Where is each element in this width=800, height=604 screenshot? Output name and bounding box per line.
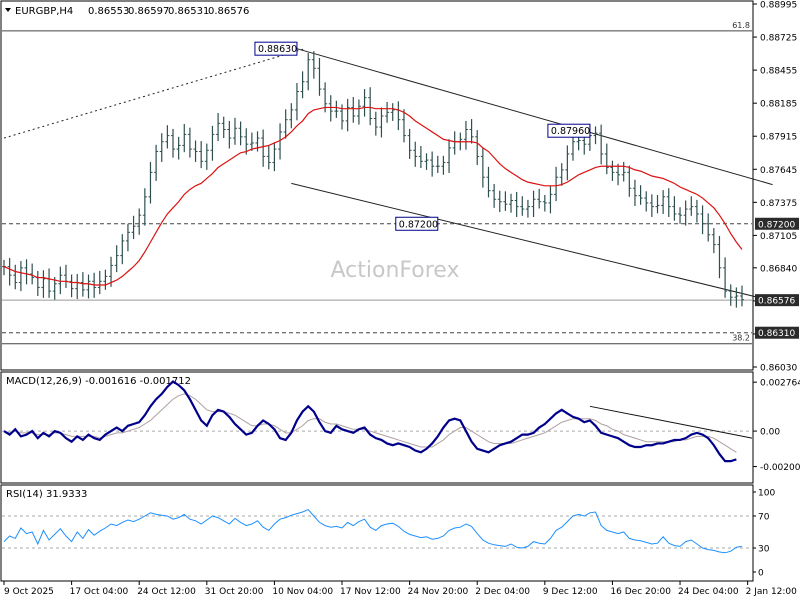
time-tick-label: 24 Dec 04:00 xyxy=(678,587,739,597)
rsi-label: RSI(14) 31.9333 xyxy=(6,489,87,500)
macd-tick-label: 0.002764 xyxy=(760,379,800,389)
time-tick-label: 24 Nov 20:00 xyxy=(408,587,469,597)
time-tick-label: 17 Oct 04:00 xyxy=(70,587,129,597)
macd-signal-line xyxy=(3,393,737,453)
price-tick-label: 0.88995 xyxy=(760,1,797,11)
price-marker-box xyxy=(254,41,298,56)
symbol-timeframe-label: EURGBP,H4 xyxy=(15,6,73,17)
time-tick-label: 24 Oct 12:00 xyxy=(137,587,196,597)
price-marker-box xyxy=(547,123,591,138)
time-tick-label: 10 Nov 04:00 xyxy=(272,587,333,597)
price-marker-box xyxy=(395,216,439,231)
reference-lines xyxy=(2,3,757,585)
ohlc-open: 0.86553 xyxy=(88,6,129,17)
rsi-tick-label: 70 xyxy=(758,513,770,523)
rsi-line xyxy=(3,508,743,554)
rsi-tick-label: 30 xyxy=(758,545,770,555)
time-tick-label: 17 Nov 12:00 xyxy=(340,587,401,597)
macd-label: MACD(12,26,9) -0.001616 -0.001712 xyxy=(6,376,191,387)
price-tick-label: 0.87645 xyxy=(760,166,797,176)
ohlc-low: 0.86531 xyxy=(168,6,209,17)
trendline xyxy=(296,48,773,186)
price-tick-label: 0.88455 xyxy=(760,67,797,77)
level-label: 0.86310 xyxy=(758,329,795,339)
trendline xyxy=(291,182,773,302)
dropdown-triangle-icon[interactable] xyxy=(5,8,11,12)
time-tick-label: 2 Jan 12:00 xyxy=(746,587,798,597)
price-tick-label: 0.86840 xyxy=(760,264,797,274)
time-tick-label: 9 Oct 2025 xyxy=(4,587,54,597)
price-tick-label: 0.88725 xyxy=(760,34,797,44)
price-tick-label: 0.88185 xyxy=(760,100,797,110)
label-layer: 0.88995 0.88725 0.88455 0.88185 0.87915 0.876… xyxy=(4,1,800,598)
series-layer xyxy=(2,48,773,554)
price-tick-label: 0.86030 xyxy=(760,364,797,374)
price-tick-label: 0.87375 xyxy=(760,199,797,209)
price-marker-label: 0.87960 xyxy=(551,126,590,137)
level-label-box xyxy=(755,217,799,230)
time-tick-label: 9 Dec 12:00 xyxy=(543,587,598,597)
macd-tick-label: -0.002005 xyxy=(760,463,800,473)
rsi-panel-frame xyxy=(0,484,754,582)
trendline xyxy=(3,48,306,139)
price-tick-label: 0.87105 xyxy=(760,232,797,242)
macd-line xyxy=(3,380,737,463)
last-price-box xyxy=(755,294,799,307)
rsi-tick-label: 0 xyxy=(758,569,764,579)
level-label-box xyxy=(755,326,799,339)
price-marker-label: 0.87200 xyxy=(399,219,438,230)
level-label: 0.87200 xyxy=(758,220,795,230)
price-tick-label: 0.87915 xyxy=(760,133,797,143)
fibonacci-label: 38.2 xyxy=(732,334,750,343)
ohlc-close: 0.86576 xyxy=(208,6,249,17)
last-price-label: 0.86576 xyxy=(758,297,795,307)
macd-panel-frame xyxy=(0,371,754,484)
rsi-tick-label: 100 xyxy=(758,489,775,499)
time-tick-label: 16 Dec 20:00 xyxy=(610,587,671,597)
price-panel-frame xyxy=(0,0,754,371)
time-tick-label: 31 Oct 20:00 xyxy=(205,587,264,597)
macd-tick-label: 0.00 xyxy=(760,428,780,438)
watermark: ActionForex xyxy=(331,258,460,283)
ohlc-high: 0.86597 xyxy=(128,6,169,17)
time-tick-label: 2 Dec 04:00 xyxy=(475,587,530,597)
fibonacci-label: 61.8 xyxy=(732,21,750,30)
macd-trendline xyxy=(589,405,753,439)
price-marker-label: 0.88630 xyxy=(258,44,297,55)
moving-average-line xyxy=(3,106,743,286)
